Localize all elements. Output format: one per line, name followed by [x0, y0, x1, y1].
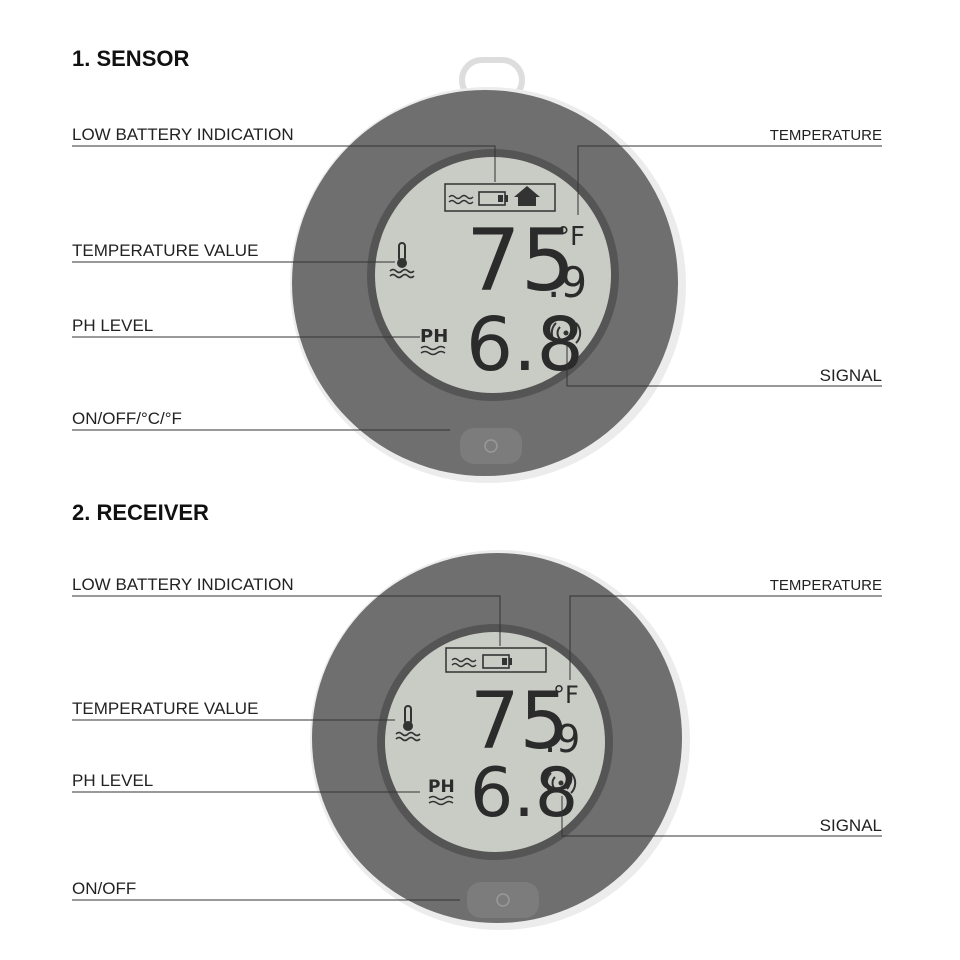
label: SIGNAL	[820, 366, 882, 385]
label: ON/OFF/°C/°F	[72, 409, 182, 428]
label: TEMPERATURE	[770, 577, 882, 594]
sensor-device	[290, 57, 686, 483]
label: TEMPERATURE	[770, 127, 882, 144]
label: PH LEVEL	[72, 771, 153, 790]
label: LOW BATTERY INDICATION	[72, 125, 294, 144]
label: TEMPERATURE VALUE	[72, 241, 258, 260]
display-unit: °F	[553, 681, 579, 709]
display-ph: 6.8	[466, 302, 584, 388]
label: SIGNAL	[820, 816, 882, 835]
section-title: 1. SENSOR	[72, 46, 189, 71]
receiver-section: 2. RECEIVER 75 .9 °F 6.8 PH LOW BATTERY …	[72, 500, 882, 930]
section-title: 2. RECEIVER	[72, 500, 209, 525]
display-temperature: 75	[466, 211, 575, 311]
display-temperature-decimal: .9	[544, 717, 580, 761]
label: PH LEVEL	[72, 316, 153, 335]
display-unit: °F	[557, 222, 585, 252]
receiver-device	[310, 550, 690, 930]
label: ON/OFF	[72, 879, 136, 898]
display-temperature-decimal: .9	[547, 258, 587, 307]
display-ph-label: PH	[428, 777, 455, 797]
display-ph-label: PH	[420, 326, 448, 347]
label: TEMPERATURE VALUE	[72, 699, 258, 718]
display-temperature: 75	[470, 677, 569, 767]
display-ph: 6.8	[470, 754, 578, 833]
label: LOW BATTERY INDICATION	[72, 575, 294, 594]
sensor-section: 1. SENSOR 75 .9 °F 6.8 PH LOW BATTERY IN…	[72, 46, 882, 483]
